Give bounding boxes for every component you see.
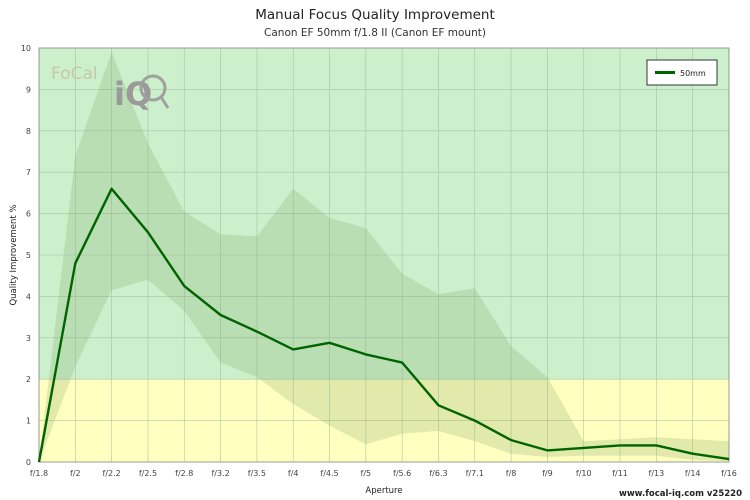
focal-logo: FoCal iQ xyxy=(51,64,170,113)
svg-text:FoCal: FoCal xyxy=(51,64,98,84)
x-tick-label: f/6.3 xyxy=(429,469,447,478)
chart-subtitle: Canon EF 50mm f/1.8 II (Canon EF mount) xyxy=(264,27,486,39)
y-tick-label: 5 xyxy=(26,251,31,260)
x-tick-label: f/14 xyxy=(685,469,701,478)
x-tick-label: f/3.2 xyxy=(211,469,229,478)
y-tick-label: 2 xyxy=(26,375,31,384)
y-tick-label: 0 xyxy=(26,458,31,467)
y-tick-label: 1 xyxy=(26,417,31,426)
x-tick-label: f/4.5 xyxy=(320,469,338,478)
series-0-variance-band xyxy=(39,52,729,462)
logo-iq-text: iQ xyxy=(114,75,152,113)
x-tick-label: f/10 xyxy=(576,469,592,478)
x-tick-label: f/2 xyxy=(70,469,81,478)
legend-label: 50mm xyxy=(680,69,706,78)
x-tick-label: f/1.8 xyxy=(30,469,48,478)
x-tick-label: f/5 xyxy=(361,469,372,478)
y-tick-label: 4 xyxy=(26,292,31,301)
x-tick-label: f/5.6 xyxy=(393,469,411,478)
logo-text: FoCal xyxy=(51,64,98,84)
footer-credit: www.focal-iq.com v25220 xyxy=(618,489,742,499)
x-tick-label: f/2.2 xyxy=(103,469,121,478)
x-tick-label: f/11 xyxy=(612,469,628,478)
x-tick-label: f/2.5 xyxy=(139,469,157,478)
y-tick-label: 3 xyxy=(26,334,31,343)
y-tick-label: 7 xyxy=(26,168,31,177)
y-tick-label: 6 xyxy=(26,210,31,219)
x-tick-label: f/3.5 xyxy=(248,469,266,478)
x-tick-label: f/7.1 xyxy=(466,469,484,478)
x-tick-label: f/4 xyxy=(288,469,299,478)
x-tick-label: f/9 xyxy=(542,469,553,478)
y-tick-label: 9 xyxy=(26,85,31,94)
x-tick-label: f/8 xyxy=(506,469,517,478)
y-tick-label: 8 xyxy=(26,127,31,136)
x-tick-label: f/2.8 xyxy=(175,469,193,478)
plot-border xyxy=(38,47,730,463)
series-0-line xyxy=(37,187,730,463)
x-tick-label: f/13 xyxy=(649,469,665,478)
x-tick-label: f/16 xyxy=(721,469,737,478)
y-tick-label: 10 xyxy=(21,44,31,53)
magnifier-icon xyxy=(139,74,167,102)
y-axis-label: Quality Improvement % xyxy=(9,204,19,305)
legend: 50mm xyxy=(646,59,718,86)
chart-title: Manual Focus Quality Improvement xyxy=(255,7,495,23)
x-axis-label: Aperture xyxy=(365,486,402,496)
